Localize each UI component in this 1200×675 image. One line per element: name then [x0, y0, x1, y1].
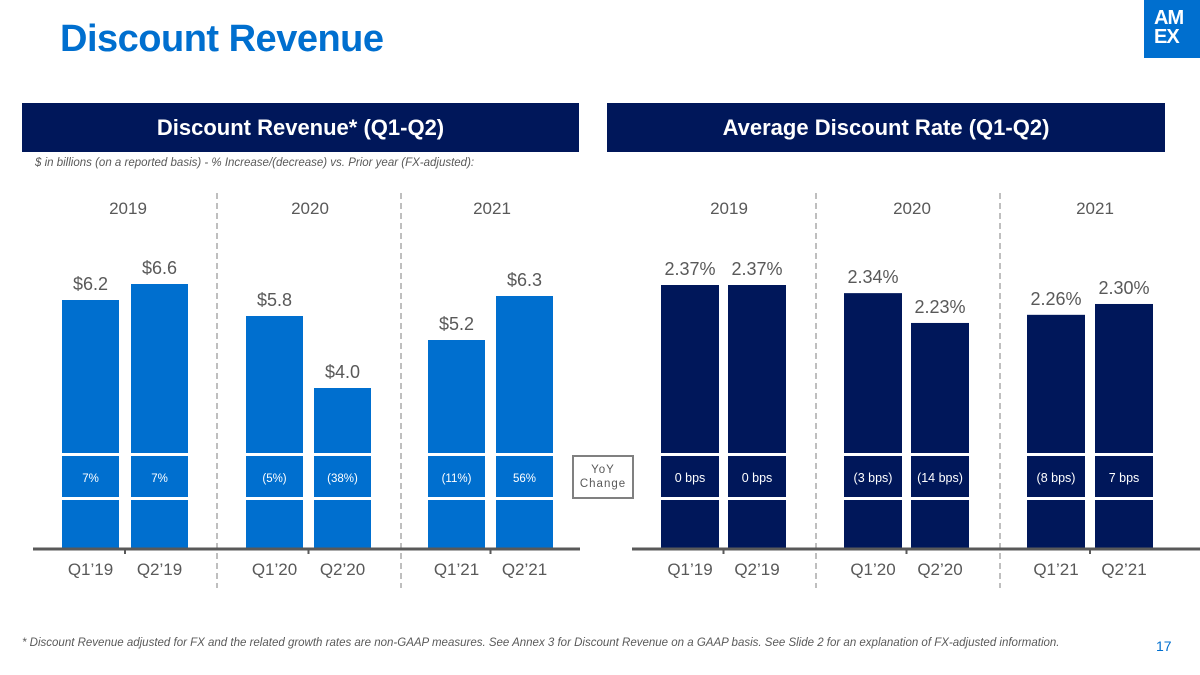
right-panel-header: Average Discount Rate (Q1-Q2) [607, 103, 1165, 152]
bar [911, 322, 969, 548]
bar-value-label: $6.6 [142, 258, 177, 278]
bar-value-label: $5.8 [257, 290, 292, 310]
bar-band-separator [428, 453, 485, 456]
bar-value-label: $4.0 [325, 362, 360, 382]
x-tick-label: Q1’20 [850, 560, 895, 579]
x-tick-label: Q2’20 [320, 560, 365, 579]
bar [1027, 314, 1085, 548]
bar-band-separator [131, 497, 188, 500]
x-tick-label: Q1’21 [1033, 560, 1078, 579]
year-group-label: 2021 [1076, 199, 1114, 218]
bar-band-separator [131, 453, 188, 456]
x-tick-label: Q2’21 [1101, 560, 1146, 579]
x-tick-label: Q2’19 [734, 560, 779, 579]
bar-band-separator [728, 497, 786, 500]
bar-value-label: 2.30% [1098, 278, 1149, 298]
bar-band-separator [661, 453, 719, 456]
year-group-label: 2020 [291, 199, 329, 218]
yoy-change-label: 0 bps [742, 471, 773, 485]
x-tick-label: Q1’20 [252, 560, 297, 579]
page-title: Discount Revenue [60, 18, 384, 60]
yoy-change-label: 7 bps [1109, 471, 1140, 485]
yoy-change-label: (3 bps) [854, 471, 893, 485]
bar-band-separator [496, 453, 553, 456]
x-tick-label: Q2’20 [917, 560, 962, 579]
bar-value-label: 2.37% [664, 259, 715, 279]
bar-value-label: $5.2 [439, 314, 474, 334]
year-group-label: 2019 [710, 199, 748, 218]
bar-band-separator [62, 453, 119, 456]
yoy-change-label: (8 bps) [1037, 471, 1076, 485]
bar-value-label: $6.3 [507, 270, 542, 290]
bar [844, 293, 902, 548]
yoy-change-label: 7% [151, 473, 168, 485]
year-group-label: 2019 [109, 199, 147, 218]
x-tick-label: Q1’21 [434, 560, 479, 579]
bar-band-separator [728, 453, 786, 456]
x-tick-label: Q1’19 [667, 560, 712, 579]
logo-line-1: AM [1154, 7, 1184, 29]
bar-band-separator [246, 497, 303, 500]
bar-value-label: 2.23% [914, 297, 965, 317]
yoy-change-label: (14 bps) [917, 471, 963, 485]
x-tick-label: Q2’19 [137, 560, 182, 579]
bar-band-separator [314, 497, 371, 500]
bar-band-separator [1095, 453, 1153, 456]
bar [728, 285, 786, 548]
units-note: $ in billions (on a reported basis) - % … [35, 157, 475, 169]
bar-value-label: 2.37% [731, 259, 782, 279]
yoy-change-label: (11%) [442, 473, 472, 485]
bar-band-separator [1027, 453, 1085, 456]
bar-band-separator [1027, 497, 1085, 500]
bar-band-separator [844, 453, 902, 456]
yoy-label-line-2: Change [579, 478, 627, 490]
bar-band-separator [246, 453, 303, 456]
yoy-change-label: (5%) [262, 473, 286, 485]
bar-band-separator [496, 497, 553, 500]
bar-band-separator [844, 497, 902, 500]
year-group-label: 2020 [893, 199, 931, 218]
x-tick-label: Q1’19 [68, 560, 113, 579]
bar [246, 316, 303, 548]
bar [428, 340, 485, 548]
amex-logo: AM EX [1144, 0, 1200, 58]
bar-value-label: 2.26% [1030, 289, 1081, 309]
yoy-change-label: (38%) [327, 473, 358, 485]
yoy-change-label: 0 bps [675, 471, 706, 485]
logo-line-2: EX [1154, 26, 1180, 48]
page-number: 17 [1156, 638, 1172, 654]
bar [62, 300, 119, 548]
bar-band-separator [1095, 497, 1153, 500]
left-panel-header: Discount Revenue* (Q1-Q2) [22, 103, 579, 152]
year-group-label: 2021 [473, 199, 511, 218]
bar-value-label: $6.2 [73, 274, 108, 294]
bar-band-separator [911, 497, 969, 500]
yoy-change-label: 7% [82, 473, 99, 485]
bar [496, 296, 553, 548]
yoy-change-label: YoY Change [572, 455, 634, 499]
bar-band-separator [314, 453, 371, 456]
x-tick-label: Q2’21 [502, 560, 547, 579]
bar-value-label: 2.34% [847, 267, 898, 287]
yoy-change-label: 56% [513, 473, 536, 485]
bar-band-separator [62, 497, 119, 500]
bar-band-separator [428, 497, 485, 500]
bar [314, 388, 371, 548]
yoy-label-line-1: YoY [591, 464, 615, 476]
footnote: * Discount Revenue adjusted for FX and t… [22, 637, 1060, 649]
bar-band-separator [911, 453, 969, 456]
bar [131, 284, 188, 548]
bar-band-separator [661, 497, 719, 500]
bar [661, 285, 719, 548]
bar [1095, 303, 1153, 548]
